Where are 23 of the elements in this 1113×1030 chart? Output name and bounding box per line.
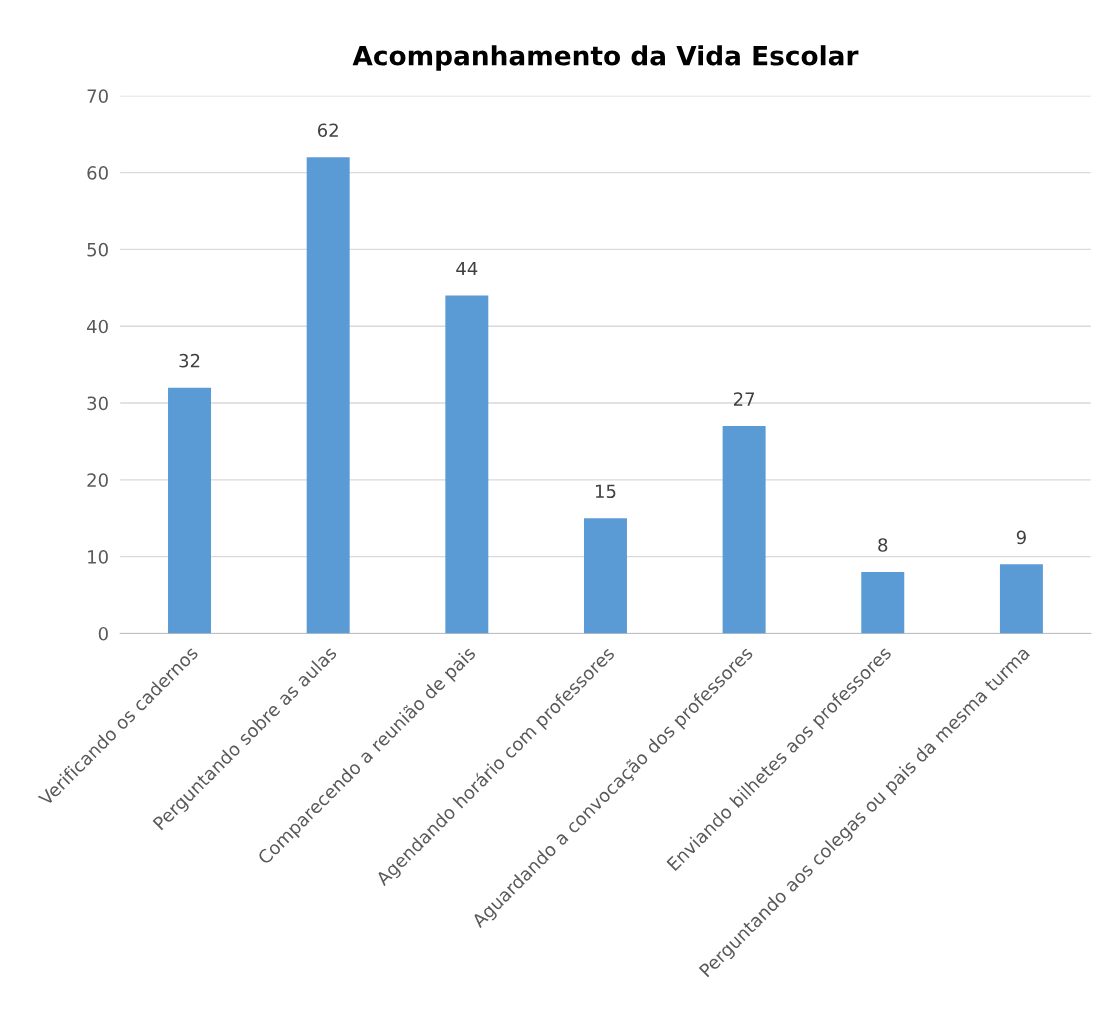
y-tick-label: 60 — [87, 166, 108, 180]
y-tick-label: 0 — [98, 626, 108, 641]
y-tick-label: 70 — [87, 89, 108, 103]
bar — [306, 157, 350, 634]
y-tick-label: 20 — [87, 473, 108, 487]
data-label: 15 — [595, 484, 616, 499]
bar — [583, 518, 627, 634]
data-label: 9 — [1016, 530, 1026, 545]
bar — [722, 426, 766, 634]
data-label: 62 — [317, 123, 338, 138]
bar — [999, 564, 1043, 634]
data-label: 8 — [878, 538, 888, 552]
bar — [168, 387, 212, 634]
chart-title: Acompanhamento da Vida Escolar — [352, 45, 859, 71]
bar — [445, 295, 489, 634]
y-tick-label: 40 — [87, 319, 108, 334]
data-label: 27 — [733, 392, 755, 406]
y-tick-label: 50 — [87, 242, 108, 257]
y-tick-label: 30 — [87, 396, 108, 411]
data-label: 44 — [456, 261, 478, 276]
data-label: 32 — [179, 353, 200, 368]
bar — [861, 572, 905, 634]
y-tick-label: 10 — [88, 550, 108, 564]
